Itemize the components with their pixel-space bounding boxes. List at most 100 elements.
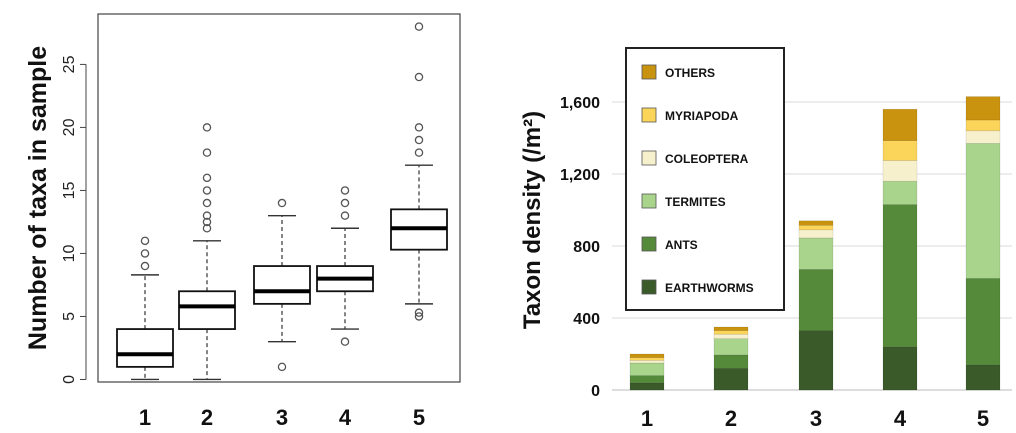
boxplot-x-tick-label: 1: [139, 405, 151, 430]
boxplot-box-group: [253, 198, 311, 372]
boxplot-y-tick-label: 25: [61, 55, 78, 73]
boxplot-panel: Number of taxa in sample 0 5 10 15 20 25 1 2 3 4…: [24, 13, 461, 430]
boxplot-outlier: [340, 198, 350, 208]
bar-stack: [882, 108, 918, 391]
legend-swatch: [641, 64, 657, 80]
boxplot-y-tick-label: 10: [61, 244, 78, 262]
boxplot-y-tick-label: 0: [61, 375, 78, 384]
boxplot-x-tick-label: 5: [413, 405, 425, 430]
bar-segment: [798, 220, 834, 226]
boxplot-y-tick-label: 20: [61, 118, 78, 136]
bar-x-tick-label: 1: [641, 406, 653, 431]
boxplot-x-axis: 1 2 3 4 5: [139, 405, 425, 430]
bar-stack: [629, 353, 665, 391]
boxplot-frame: [97, 13, 461, 383]
bar-x-tick-label: 5: [977, 406, 989, 431]
bar-segment: [629, 359, 665, 364]
boxplot-y-axis: 0 5 10 15 20 25: [61, 55, 87, 384]
bar-ylabel: Taxon density (/m²): [519, 111, 546, 329]
bar-segment: [798, 330, 834, 391]
bar-segment: [882, 180, 918, 205]
bar-segment: [798, 225, 834, 231]
legend-label: ANTS: [665, 238, 698, 252]
boxplot-outlier: [414, 72, 424, 82]
boxplot-boxes: [116, 22, 448, 381]
boxplot-y-tick-label: 15: [61, 181, 78, 199]
boxplot-outlier: [202, 198, 212, 208]
boxplot-outlier: [140, 261, 150, 271]
boxplot-ylabel: Number of taxa in sample: [24, 46, 52, 350]
boxplot-outlier: [277, 198, 287, 208]
boxplot-outlier: [202, 173, 212, 183]
boxplot-outlier: [414, 123, 424, 132]
boxplot-outlier: [140, 249, 150, 258]
boxplot-box: [253, 265, 311, 305]
bar-segment: [965, 278, 1001, 366]
bar-x-tick-label: 4: [894, 406, 907, 431]
bar-segment: [798, 269, 834, 331]
boxplot-outlier: [414, 22, 424, 31]
bar-stack: [965, 96, 1001, 391]
boxplot-outlier: [340, 211, 350, 220]
bar-y-tick-label: 400: [573, 311, 600, 328]
bar-segment: [965, 143, 1001, 279]
bar-y-tick-label: 1,600: [560, 95, 600, 112]
bar-segment: [713, 354, 749, 369]
boxplot-outlier: [202, 211, 212, 220]
stacked-bar-panel: Taxon density (/m²) 0 400 800 1,200 1,600 1 2…: [519, 47, 1012, 431]
bar-stacks: [629, 96, 1001, 391]
legend-label: COLEOPTERA: [665, 152, 749, 166]
bar-stack: [798, 220, 834, 391]
legend-swatch: [641, 150, 657, 166]
bar-segment: [882, 160, 918, 182]
bar-segment: [713, 333, 749, 340]
bar-segment: [965, 130, 1001, 144]
bar-y-tick-label: 1,200: [560, 167, 600, 184]
legend-label: MYRIAPODA: [665, 109, 739, 123]
bar-segment: [629, 382, 665, 391]
bar-segment: [629, 357, 665, 361]
bar-x-tick-label: 3: [810, 406, 822, 431]
boxplot-box-group: [178, 123, 236, 381]
bar-segment: [629, 353, 665, 358]
legend-swatch: [641, 193, 657, 209]
boxplot-outlier: [414, 308, 424, 317]
bar-segment: [629, 362, 665, 376]
bar-segment: [629, 375, 665, 384]
boxplot-box-group: [116, 236, 174, 381]
boxplot-outlier: [202, 223, 212, 233]
legend-label: TERMITES: [665, 195, 726, 209]
boxplot-outlier: [140, 236, 150, 246]
boxplot-x-tick-label: 3: [276, 405, 288, 430]
boxplot-box: [116, 328, 174, 368]
bar-segment: [965, 119, 1001, 132]
bar-segment: [882, 204, 918, 348]
bar-segment: [882, 346, 918, 391]
boxplot-outlier: [202, 217, 212, 227]
boxplot-outlier: [340, 337, 350, 346]
bar-segment: [713, 368, 749, 391]
boxplot-box-group: [390, 22, 448, 321]
bar-segment: [713, 330, 749, 335]
legend-swatch: [641, 236, 657, 252]
legend-label: OTHERS: [665, 66, 715, 80]
legend-swatch: [641, 107, 657, 123]
boxplot-outlier: [202, 123, 212, 132]
bar-segment: [798, 229, 834, 239]
boxplot-box-group: [316, 186, 374, 346]
bar-segment: [882, 108, 918, 141]
bar-legend: OTHERS MYRIAPODA COLEOPTERA TERMITES ANTS EAR…: [625, 47, 785, 311]
boxplot-y-tick-label: 5: [61, 312, 78, 321]
bar-segment: [713, 338, 749, 356]
legend-label: EARTHWORMS: [665, 281, 754, 295]
boxplot-outlier: [414, 135, 424, 145]
bar-y-tick-label: 800: [573, 239, 600, 256]
boxplot-outlier: [202, 186, 212, 195]
bar-segment: [798, 237, 834, 270]
boxplot-outlier: [202, 148, 212, 157]
boxplot-x-tick-label: 4: [339, 405, 352, 430]
bar-segment: [965, 96, 1001, 121]
bar-segment: [713, 326, 749, 331]
bar-x-axis: 1 2 3 4 5: [641, 406, 989, 431]
